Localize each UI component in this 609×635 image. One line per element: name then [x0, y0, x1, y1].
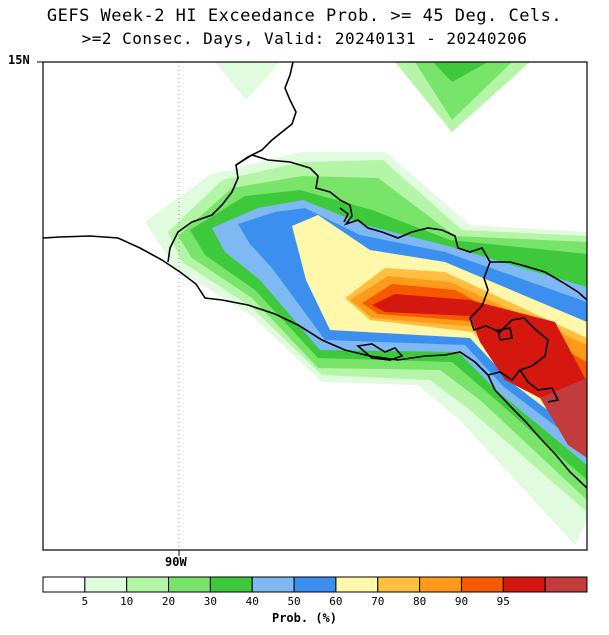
legend-swatch	[335, 576, 379, 593]
legend-swatch	[377, 576, 421, 593]
legend-title: Prob. (%)	[271, 611, 338, 625]
contour-top-left	[215, 62, 280, 100]
legend-tick-label: 30	[204, 595, 217, 608]
lon-label-90w: 90W	[165, 555, 187, 569]
legend-tick-label: 90	[455, 595, 468, 608]
legend-tick-label: 50	[287, 595, 300, 608]
legend-tick-label: 20	[162, 595, 175, 608]
legend-tick-label: 10	[120, 595, 133, 608]
legend-colorbar: 5 10 20 30 40 50 60 70 80 90 95	[42, 576, 588, 608]
legend-swatch	[168, 576, 211, 593]
map-frame	[42, 61, 588, 551]
legend-swatch	[460, 576, 504, 593]
legend-swatch	[251, 576, 295, 593]
legend-swatch	[42, 576, 86, 593]
contour-max	[540, 378, 587, 458]
legend-swatch	[209, 576, 253, 593]
legend-tick-label: 70	[371, 595, 384, 608]
contour-top-right-20	[415, 62, 512, 120]
contour-95-plus	[372, 294, 587, 408]
lat-label-15n: 15N	[8, 53, 30, 67]
legend-swatch	[544, 576, 588, 593]
legend-swatch	[502, 576, 546, 593]
legend-tick-label: 40	[246, 595, 259, 608]
legend-swatch	[84, 576, 128, 593]
map-subtitle: >=2 Consec. Days, Valid: 20240131 - 2024…	[81, 29, 528, 48]
contour-top-right-30	[433, 62, 488, 82]
legend-swatch	[126, 576, 170, 593]
legend-tick-label: 95	[497, 595, 510, 608]
coastline-borders	[43, 62, 587, 489]
legend-tick-label: 60	[329, 595, 342, 608]
legend-tick-label: 80	[413, 595, 426, 608]
legend-tick-label: 5	[82, 595, 89, 608]
legend-swatch	[419, 576, 462, 593]
legend-swatch	[293, 576, 337, 593]
map-title: GEFS Week-2 HI Exceedance Prob. >= 45 De…	[46, 6, 563, 26]
